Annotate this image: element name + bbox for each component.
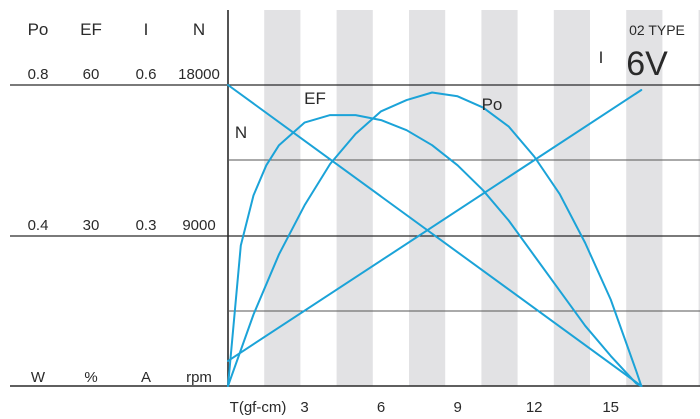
- unit-rpm: rpm: [186, 369, 212, 386]
- scale-mid-ef: 30: [83, 217, 100, 234]
- chart-curves: [227, 84, 643, 387]
- curve-ef: [227, 114, 643, 387]
- curve-label-ef: EF: [304, 89, 326, 108]
- x-tick-label: 3: [300, 399, 308, 416]
- background-stripe: [336, 10, 373, 386]
- scale-top-i: 0.6: [136, 66, 157, 83]
- background-stripe: [264, 10, 301, 386]
- header-label-i: I: [144, 20, 149, 39]
- header-label-po: Po: [28, 20, 49, 39]
- header-label-n: N: [193, 20, 205, 39]
- x-axis-label: T(gf-cm): [230, 399, 287, 416]
- scale-mid-i: 0.3: [136, 217, 157, 234]
- motor-voltage-label: 6V: [626, 45, 668, 83]
- x-tick-label: 12: [526, 399, 543, 416]
- curve-n: [227, 84, 643, 387]
- curve-label-n: N: [235, 123, 247, 142]
- unit-percent: %: [84, 369, 97, 386]
- scale-mid-n: 9000: [182, 217, 215, 234]
- motor-type-label: 02 TYPE: [629, 22, 685, 38]
- header-label-ef: EF: [80, 20, 102, 39]
- background-stripe: [553, 10, 590, 386]
- x-tick-label: 15: [602, 399, 619, 416]
- background-stripe: [481, 10, 518, 386]
- unit-w: W: [31, 369, 46, 386]
- background-stripe: [698, 10, 700, 386]
- scale-top-po: 0.8: [28, 66, 49, 83]
- scale-mid-po: 0.4: [28, 217, 49, 234]
- background-stripe: [626, 10, 663, 386]
- curve-label-po: Po: [482, 95, 503, 114]
- x-tick-labels: 3 6 9 12 15: [300, 399, 619, 416]
- background-stripe: [409, 10, 446, 386]
- chart-background-stripes: [264, 10, 700, 386]
- x-tick-label: 9: [453, 399, 461, 416]
- chart-grid: [10, 10, 700, 387]
- unit-a: A: [141, 369, 151, 386]
- scale-top-n: 18000: [178, 66, 220, 83]
- curve-po: [227, 91, 643, 387]
- scale-top-ef: 60: [83, 66, 100, 83]
- x-tick-label: 6: [377, 399, 385, 416]
- curve-i: [227, 89, 643, 362]
- curve-label-i: I: [599, 48, 604, 67]
